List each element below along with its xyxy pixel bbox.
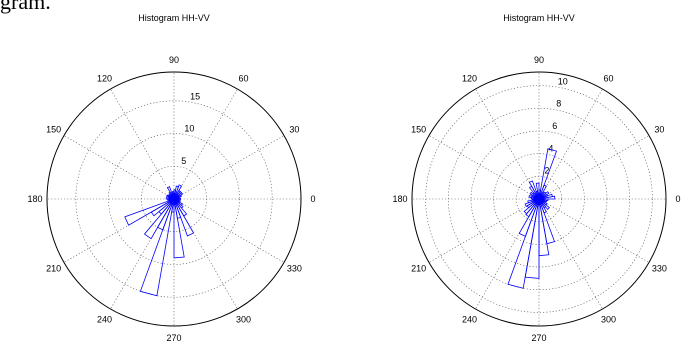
histogram-bar	[143, 198, 175, 240]
angle-gridline	[538, 88, 603, 200]
angle-gridline	[475, 198, 540, 310]
angle-gridline	[538, 198, 650, 263]
angle-tick-label: 30	[654, 125, 664, 135]
chart-title: Histogram HH-VV	[138, 13, 210, 23]
angle-tick-label: 150	[411, 125, 426, 135]
angle-tick-label: 0	[675, 194, 680, 204]
radius-tick-label: 6	[552, 121, 557, 131]
angle-tick-label: 120	[462, 74, 477, 84]
radius-gridline	[425, 85, 653, 313]
angle-gridline	[173, 88, 238, 200]
radius-tick-label: 4	[548, 143, 553, 153]
caption-fragment: gram.	[0, 0, 51, 14]
polar-histogram-left: Histogram HH-VV 510150306090120150180210…	[27, 13, 315, 343]
histogram-bar	[538, 198, 556, 245]
angle-gridline	[110, 88, 175, 200]
radius-gridline	[75, 100, 273, 298]
histogram-bar	[507, 198, 540, 289]
histogram-bar	[139, 198, 175, 297]
angle-tick-label: 0	[310, 194, 315, 204]
angle-tick-label: 180	[27, 194, 42, 204]
angle-tick-label: 270	[531, 333, 546, 343]
radius-gridline	[108, 133, 240, 265]
angle-tick-label: 120	[97, 74, 112, 84]
angle-gridline	[428, 198, 540, 263]
angle-tick-label: 270	[166, 333, 181, 343]
angle-tick-label: 210	[411, 264, 426, 274]
angle-gridline	[173, 135, 285, 200]
angle-gridline	[173, 198, 238, 310]
histogram-bar	[538, 148, 558, 200]
angle-tick-label: 90	[169, 55, 179, 65]
histogram-bar	[538, 198, 549, 202]
angle-gridline	[428, 135, 540, 200]
angle-tick-label: 150	[46, 125, 61, 135]
angle-gridline	[110, 198, 175, 310]
chart-title: Histogram HH-VV	[503, 13, 575, 23]
radius-tick-label: 5	[181, 156, 186, 166]
angle-tick-label: 240	[462, 314, 477, 324]
radius-tick-label: 10	[184, 124, 194, 134]
angle-tick-label: 330	[287, 264, 302, 274]
histogram-bar	[173, 198, 185, 259]
angle-gridline	[173, 198, 285, 263]
angle-gridline	[63, 198, 175, 263]
angle-tick-label: 60	[603, 74, 613, 84]
angle-tick-label: 300	[236, 314, 251, 324]
radius-tick-label: 8	[556, 99, 561, 109]
angle-tick-label: 210	[46, 264, 61, 274]
angle-tick-label: 60	[238, 74, 248, 84]
polar-frame	[411, 71, 667, 327]
radius-gridline	[447, 108, 630, 290]
angle-gridline	[538, 135, 650, 200]
angle-gridline	[475, 88, 540, 200]
polar-frame	[46, 71, 302, 327]
radius-tick-label: 2	[544, 166, 549, 176]
polar-histogram-right: Histogram HH-VV 2 4 6 8 10 0 30 60 90 120 150 180 21…	[392, 13, 680, 343]
angle-gridline	[538, 198, 603, 310]
angle-tick-label: 300	[601, 314, 616, 324]
angle-gridline	[63, 135, 175, 200]
radius-tick-label: 15	[190, 91, 200, 101]
angle-tick-label: 30	[289, 125, 299, 135]
histogram-bar	[173, 198, 181, 201]
radius-tick-label: 10	[558, 76, 568, 86]
angle-tick-label: 330	[652, 264, 667, 274]
angle-tick-label: 240	[97, 314, 112, 324]
angle-tick-label: 90	[534, 55, 544, 65]
angle-tick-label: 180	[392, 194, 407, 204]
